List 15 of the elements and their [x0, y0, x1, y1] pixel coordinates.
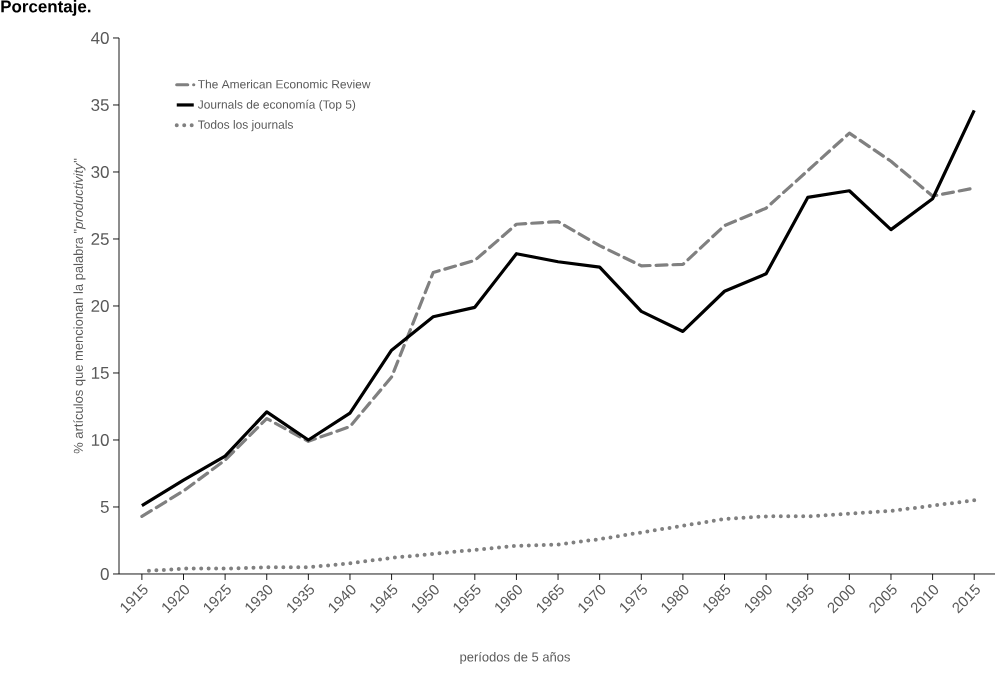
y-tick-label: 30: [91, 165, 109, 178]
y-tick-label: 0: [100, 567, 109, 580]
y-tick-label: 15: [91, 367, 109, 379]
legend-label: The American Economic Review: [198, 79, 371, 89]
y-axis-title: % artículos que mencionan la palabra "productivity": [73, 158, 86, 454]
y-tick-label: 20: [91, 299, 109, 312]
y-tick-label: 5: [100, 501, 109, 513]
y-tick-label: 35: [91, 98, 109, 111]
legend-label: Journals de economía (Top 5): [197, 99, 356, 112]
chart-title: Porcentaje.: [1, 0, 91, 16]
x-axis-title: períodos de 5 años: [460, 651, 570, 665]
y-tick-label: 25: [91, 232, 109, 245]
y-tick-label: 10: [91, 433, 109, 446]
y-tick-label: 40: [91, 31, 109, 44]
legend-label: Todos los journals: [198, 120, 293, 132]
